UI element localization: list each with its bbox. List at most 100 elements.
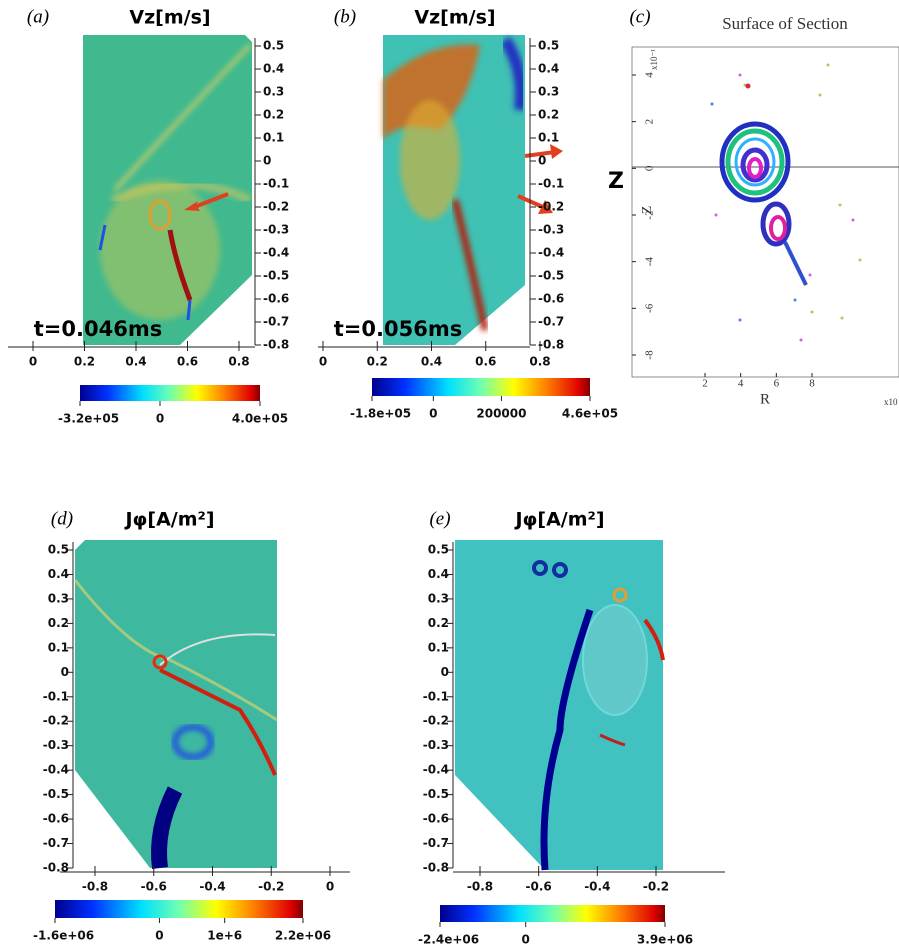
y-tick-label: 0 <box>263 154 271 168</box>
y-tick-label: -0.2 <box>263 200 289 214</box>
y-tick-label: 0.3 <box>538 85 559 99</box>
y-tick-label: -0.1 <box>263 177 289 191</box>
y-tick-label: -0.7 <box>43 836 69 850</box>
colorbar-tick-label: 0 <box>156 412 164 426</box>
x-axis-label: R <box>760 391 770 407</box>
panel-title: Jφ[A/m²] <box>513 509 604 531</box>
y-tick-label: -0.7 <box>423 836 449 850</box>
panel-label: (c) <box>629 6 650 27</box>
y-tick-label: 0 <box>644 165 656 171</box>
time-label: t=0.046ms <box>34 317 162 341</box>
y-tick-label: 0.5 <box>538 39 559 53</box>
y-tick-label: -0.8 <box>263 338 289 352</box>
x-tick-label: 4 <box>738 378 744 390</box>
x-tick-label: -0.6 <box>526 880 552 894</box>
colorbar-tick-label: 1e+6 <box>207 929 242 943</box>
time-label: t=0.056ms <box>334 317 462 341</box>
y-tick-label: 0.3 <box>263 85 284 99</box>
colorbar-tick-label: 0 <box>522 933 530 947</box>
panel-label: (e) <box>429 508 450 529</box>
y-tick-label: -8 <box>644 350 656 360</box>
y-tick-label: -0.6 <box>43 812 69 826</box>
x-tick-label: 0.8 <box>228 355 249 369</box>
y-tick-label: 0.1 <box>263 131 284 145</box>
y-tick-label: -6 <box>644 303 656 313</box>
y-tick-label: 4 <box>644 72 656 78</box>
panel-title: Jφ[A/m²] <box>123 509 214 531</box>
panel-label: (a) <box>27 6 49 27</box>
y-tick-label: -0.6 <box>538 292 564 306</box>
y-tick-label: -0.4 <box>263 246 289 260</box>
y-tick-label: 0.3 <box>48 591 69 605</box>
colorbar-tick-label: 200000 <box>476 407 526 421</box>
y-tick-label: -0.1 <box>538 177 564 191</box>
x-tick-label: 0 <box>319 355 327 369</box>
y-tick-label: -0.2 <box>538 200 564 214</box>
panel-title: Vz[m/s] <box>129 7 210 29</box>
y-tick-label: 0.5 <box>48 543 69 557</box>
y-exponent: x10⁻¹ <box>649 49 659 70</box>
y-tick-label: -0.3 <box>263 223 289 237</box>
x-tick-label: 6 <box>774 378 780 390</box>
y-tick-label: -0.5 <box>538 269 564 283</box>
y-tick-label: 0.4 <box>263 62 284 76</box>
y-tick-label: -0.7 <box>538 315 564 329</box>
y-tick-label: 0 <box>538 154 546 168</box>
colorbar-tick-label: 2.2e+06 <box>275 929 331 943</box>
y-tick-label: -0.4 <box>43 763 69 777</box>
y-tick-label: -0.5 <box>263 269 289 283</box>
y-tick-label: -0.6 <box>263 292 289 306</box>
y-tick-label: 0.2 <box>48 616 69 630</box>
colorbar <box>440 905 665 922</box>
y-tick-label: 0.5 <box>428 543 449 557</box>
x-tick-label: 0 <box>326 880 334 894</box>
y-tick-label: -0.5 <box>423 787 449 801</box>
y-tick-label: -0.6 <box>423 812 449 826</box>
y-tick-label: -0.2 <box>43 714 69 728</box>
panel-title: Surface of Section <box>722 14 848 33</box>
x-tick-label: 0.2 <box>74 355 95 369</box>
x-tick-label: 0.2 <box>367 355 388 369</box>
x-tick-label: 0.4 <box>125 355 146 369</box>
colorbar <box>80 385 260 401</box>
y-tick-label: 0.1 <box>428 640 449 654</box>
colorbar-tick-label: 0 <box>429 407 437 421</box>
y-tick-label: 2 <box>644 119 656 125</box>
y-tick-label: -0.5 <box>43 787 69 801</box>
poincare-plot <box>631 46 899 378</box>
panel-title: Vz[m/s] <box>414 7 495 29</box>
y-tick-label: 0.2 <box>428 616 449 630</box>
field-b <box>383 35 527 345</box>
field-a <box>83 35 252 345</box>
y-tick-label: 0.2 <box>538 108 559 122</box>
y-tick-label: -0.4 <box>423 763 449 777</box>
y-tick-label: -0.8 <box>538 338 564 352</box>
x-tick-label: -0.2 <box>258 880 284 894</box>
y-tick-label: -0.3 <box>43 738 69 752</box>
field-e <box>455 540 665 871</box>
y-tick-label: 0.1 <box>538 131 559 145</box>
x-tick-label: 2 <box>702 378 708 390</box>
colorbar <box>55 900 303 918</box>
x-tick-label: -0.8 <box>82 880 108 894</box>
colorbar-tick-label: 4.6e+05 <box>562 407 618 421</box>
colorbar <box>372 378 590 396</box>
y-tick-label: 0.4 <box>48 567 69 581</box>
y-tick-label: 0.3 <box>428 591 449 605</box>
y-tick-label: -0.3 <box>423 738 449 752</box>
axis-title: Z <box>608 169 624 194</box>
panel-label: (d) <box>51 508 73 529</box>
y-tick-label: -0.8 <box>43 861 69 875</box>
y-tick-label: -4 <box>644 257 656 267</box>
colorbar-tick-label: 0 <box>155 929 163 943</box>
x-tick-label: -0.4 <box>199 880 225 894</box>
x-tick-label: -0.2 <box>643 880 669 894</box>
y-tick-label: -0.4 <box>538 246 564 260</box>
y-tick-label: -0.1 <box>423 689 449 703</box>
y-tick-label: -0.7 <box>263 315 289 329</box>
colorbar-tick-label: -1.8e+05 <box>350 407 411 421</box>
x-tick-label: -0.4 <box>584 880 610 894</box>
x-tick-label: -0.6 <box>141 880 167 894</box>
